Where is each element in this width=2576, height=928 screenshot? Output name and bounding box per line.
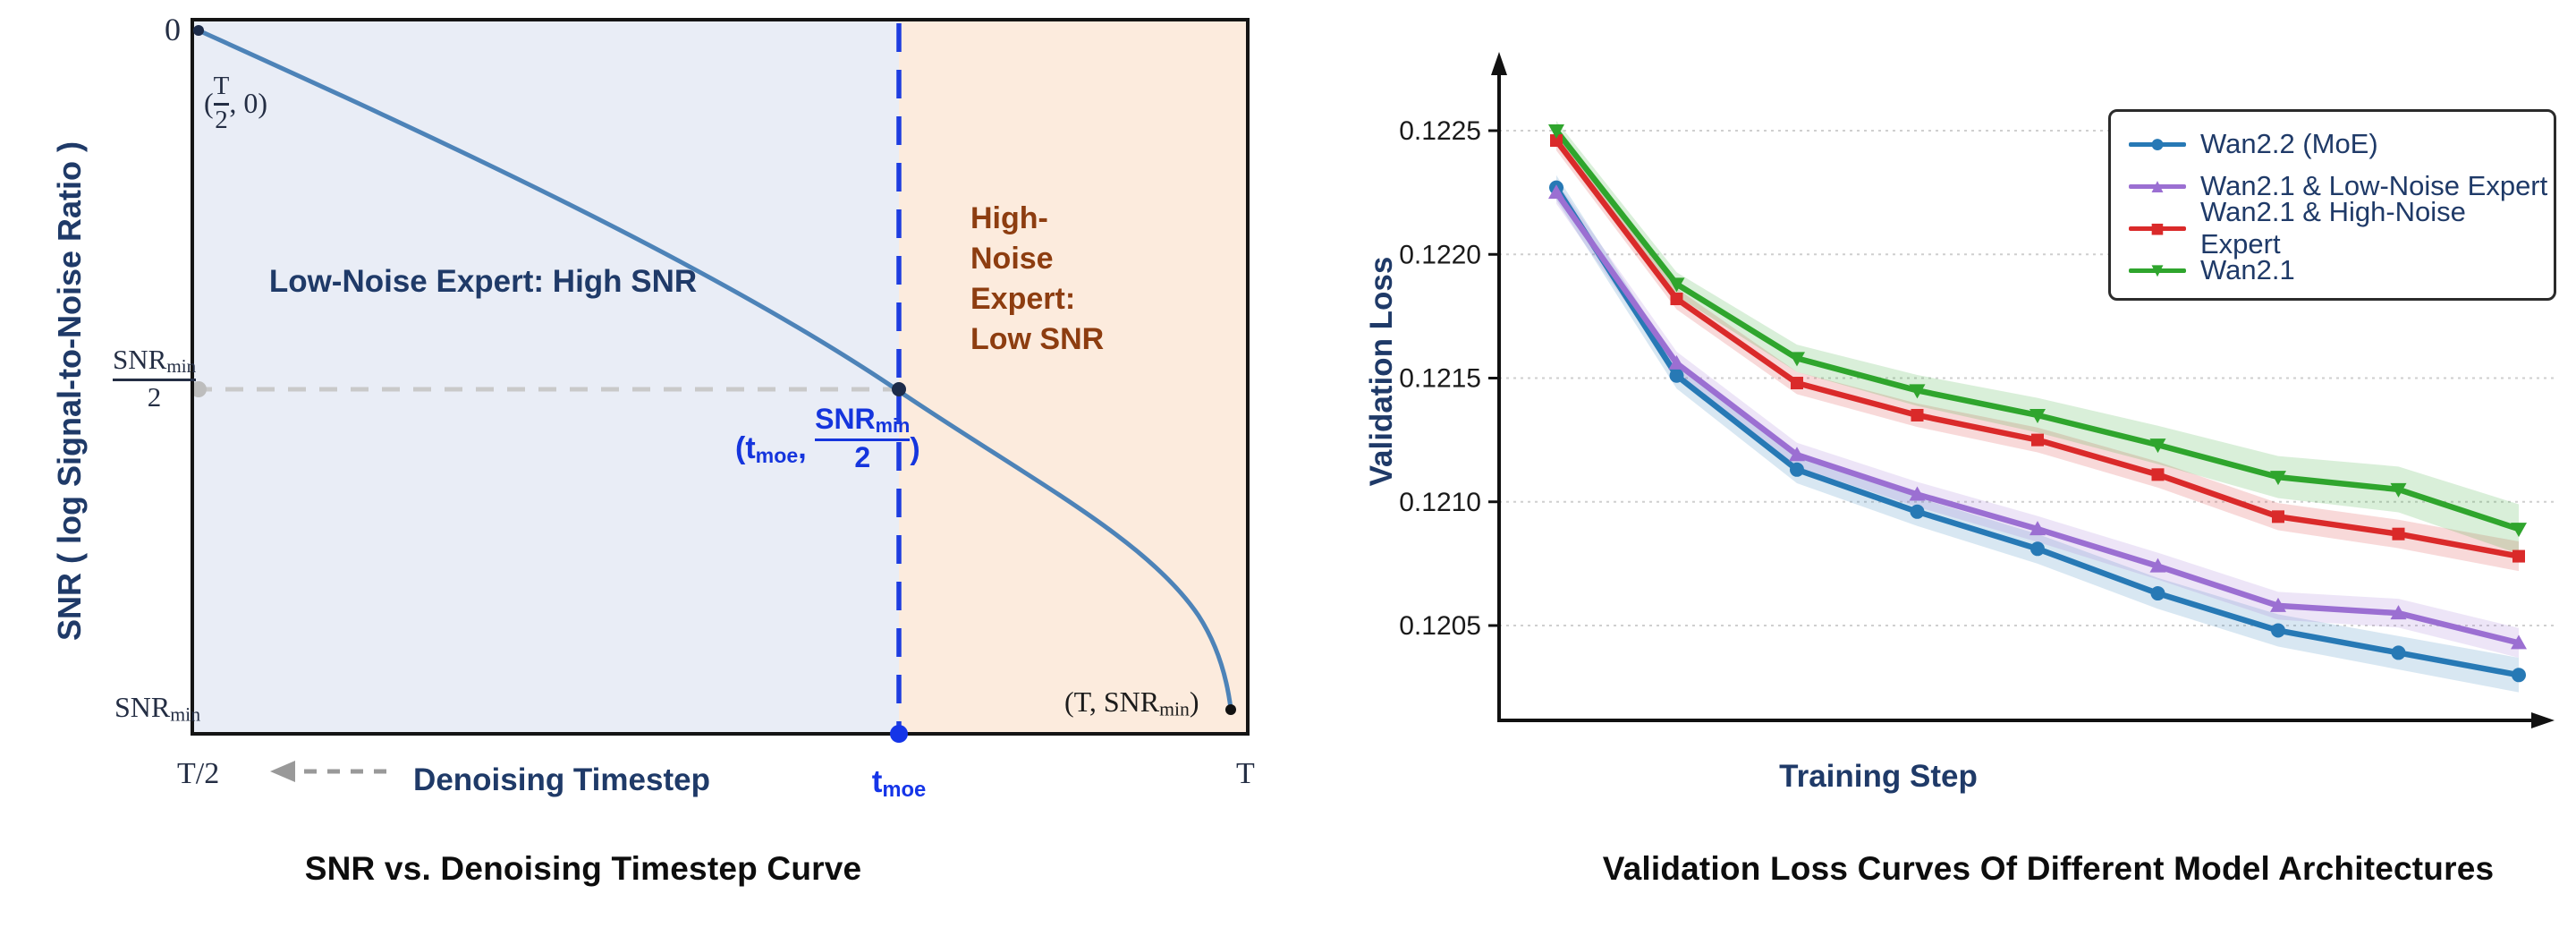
tick-t-half: T/2 xyxy=(177,757,220,790)
y-tick-label: 0.1210 xyxy=(1399,488,1481,517)
snr-plot-border xyxy=(191,18,1250,736)
fraction-bar xyxy=(113,379,197,382)
wan22-moe-swatch: ● xyxy=(2129,130,2186,157)
right-chart-title: Validation Loss Curves Of Different Mode… xyxy=(1602,850,2495,887)
origin-annotation: ( T 2 , 0) xyxy=(204,72,268,134)
snr-x-axis-label: Denoising Timestep xyxy=(413,762,710,797)
timestep-arrowhead xyxy=(270,761,295,782)
high-noise-region xyxy=(899,21,1246,734)
legend-item-low-noise: ▲ Wan2.1 & Low-Noise Expert xyxy=(2129,165,2554,207)
legend-item-high-noise: ■ Wan2.1 & High-Noise Expert xyxy=(2129,196,2554,260)
chart-legend: ● Wan2.2 (MoE) ▲ Wan2.1 & Low-Noise Expe… xyxy=(2108,109,2556,301)
snr-half-axis-dot xyxy=(191,381,207,397)
y-tick-label: 0.1205 xyxy=(1399,611,1481,641)
y-tick-label: 0.1215 xyxy=(1399,364,1481,394)
end-point-annotation: (T, SNRmin) xyxy=(1064,685,1199,720)
intersection-dot xyxy=(892,382,906,396)
origin-dot xyxy=(193,25,204,36)
tmoe-point-annotation: (tmoe, SNRmin 2 ) xyxy=(735,403,920,474)
snr-min-half-numerator: SNRmin xyxy=(113,344,197,377)
tick-t-moe: tmoe xyxy=(871,764,927,803)
tick-snr-min: SNRmin xyxy=(114,691,201,726)
legend-item-wan22-moe: ● Wan2.2 (MoE) xyxy=(2129,123,2554,165)
low-noise-region-label: Low-Noise Expert: High SNR xyxy=(268,264,698,299)
snr-curve xyxy=(197,28,1233,710)
tick-zero: 0 xyxy=(165,12,181,47)
loss-y-axis-label: Validation Loss xyxy=(1364,256,1399,487)
y-tick-label: 0.1220 xyxy=(1399,240,1481,269)
legend-item-wan21: ▼ Wan2.1 xyxy=(2129,249,2554,291)
snr-min-half-denominator: 2 xyxy=(147,381,162,413)
curve-end-dot xyxy=(1225,704,1236,715)
low-noise-region xyxy=(194,21,899,734)
tmoe-axis-dot xyxy=(890,725,908,743)
tick-T: T xyxy=(1236,757,1255,790)
high-noise-region-label: High- Noise Expert: Low SNR xyxy=(970,201,1105,356)
high-noise-swatch: ■ xyxy=(2129,217,2186,240)
low-noise-swatch: ▲ xyxy=(2129,175,2186,195)
left-chart-title: SNR vs. Denoising Timestep Curve xyxy=(304,850,862,887)
loss-x-axis-label: Training Step xyxy=(1779,759,1978,794)
tick-snr-min-half: SNRmin 2 xyxy=(113,344,197,413)
wan21-swatch: ▼ xyxy=(2129,260,2186,279)
y-tick-label: 0.1225 xyxy=(1399,116,1481,146)
